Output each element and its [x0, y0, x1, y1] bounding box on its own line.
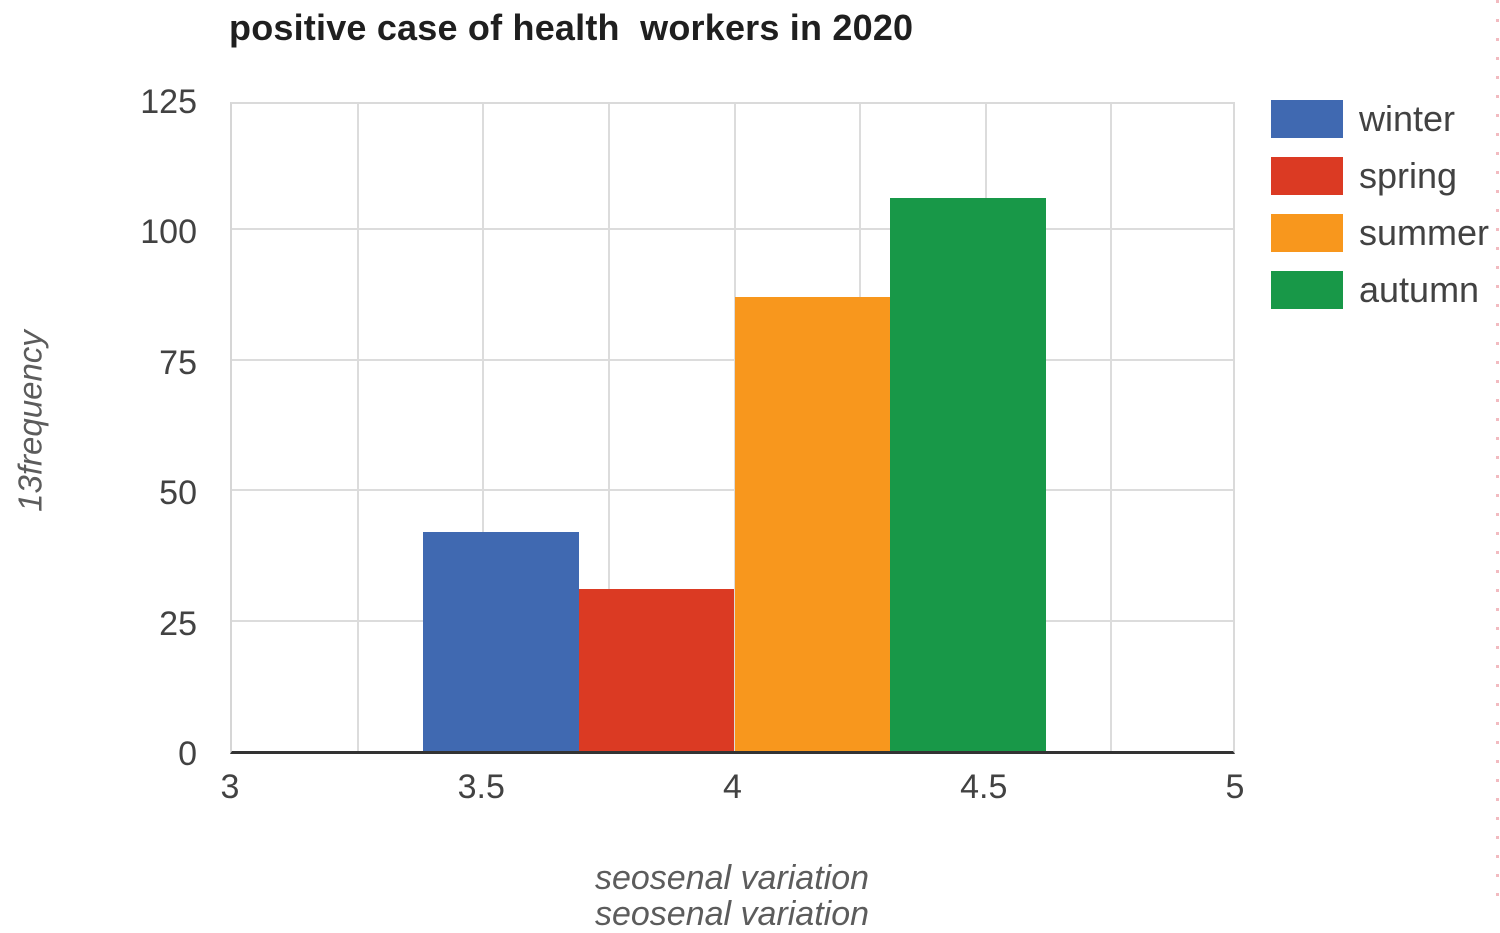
legend-label-summer: summer: [1359, 212, 1490, 253]
y-tick-label-0: 0: [178, 735, 197, 773]
legend-item-summer[interactable]: summer: [1271, 214, 1489, 252]
x-tick-label-5: 5: [1225, 768, 1245, 806]
legend-item-winter[interactable]: winter: [1271, 100, 1489, 138]
legend-label-autumn: autumn: [1359, 269, 1480, 310]
screenshot-edge-artifact: [1496, 0, 1499, 907]
y-tick-label-75: 75: [159, 343, 197, 382]
legend-item-spring[interactable]: spring: [1271, 157, 1489, 195]
horizontal-gridline: [232, 489, 1233, 492]
x-tick-label-3: 3: [220, 768, 240, 806]
legend-label-spring: spring: [1359, 155, 1458, 196]
vertical-gridline: [356, 104, 359, 751]
x-tick-label-4: 4: [723, 768, 742, 806]
x-tick-label-4.5: 4.5: [960, 768, 1008, 806]
vertical-gridline: [1110, 104, 1113, 751]
legend-swatch-spring: [1271, 157, 1343, 195]
bar-autumn[interactable]: [890, 198, 1047, 751]
y-tick-label-125: 125: [140, 83, 197, 121]
legend-label-winter: winter: [1359, 98, 1456, 139]
legend: winter spring summer autumn: [1271, 100, 1489, 328]
legend-swatch-autumn: [1271, 271, 1343, 309]
x-axis-title: seosenal variation: [594, 859, 870, 897]
legend-swatch-winter: [1271, 100, 1343, 138]
vertical-gridline: [607, 104, 610, 751]
bar-winter[interactable]: [422, 531, 579, 751]
plot-area: [230, 102, 1235, 754]
y-tick-label-100: 100: [140, 213, 197, 252]
vertical-gridline: [482, 104, 485, 751]
y-tick-label-25: 25: [159, 604, 197, 643]
bar-summer[interactable]: [734, 297, 891, 751]
x-axis-tick-labels: 3 3.5 4 4.5 5: [0, 770, 1500, 810]
legend-swatch-summer: [1271, 214, 1343, 252]
horizontal-gridline: [232, 228, 1233, 231]
bar-spring[interactable]: [578, 589, 735, 751]
x-tick-label-3.5: 3.5: [457, 768, 505, 806]
y-tick-label-50: 50: [159, 474, 197, 513]
horizontal-gridline: [232, 358, 1233, 361]
y-axis-tick-labels: 0 25 50 75 100 125: [0, 0, 197, 907]
chart-title: positive case of health workers in 2020: [229, 7, 914, 48]
x-axis-title-clipped-repeat: seosenal variation: [594, 895, 870, 933]
legend-item-autumn[interactable]: autumn: [1271, 271, 1489, 309]
